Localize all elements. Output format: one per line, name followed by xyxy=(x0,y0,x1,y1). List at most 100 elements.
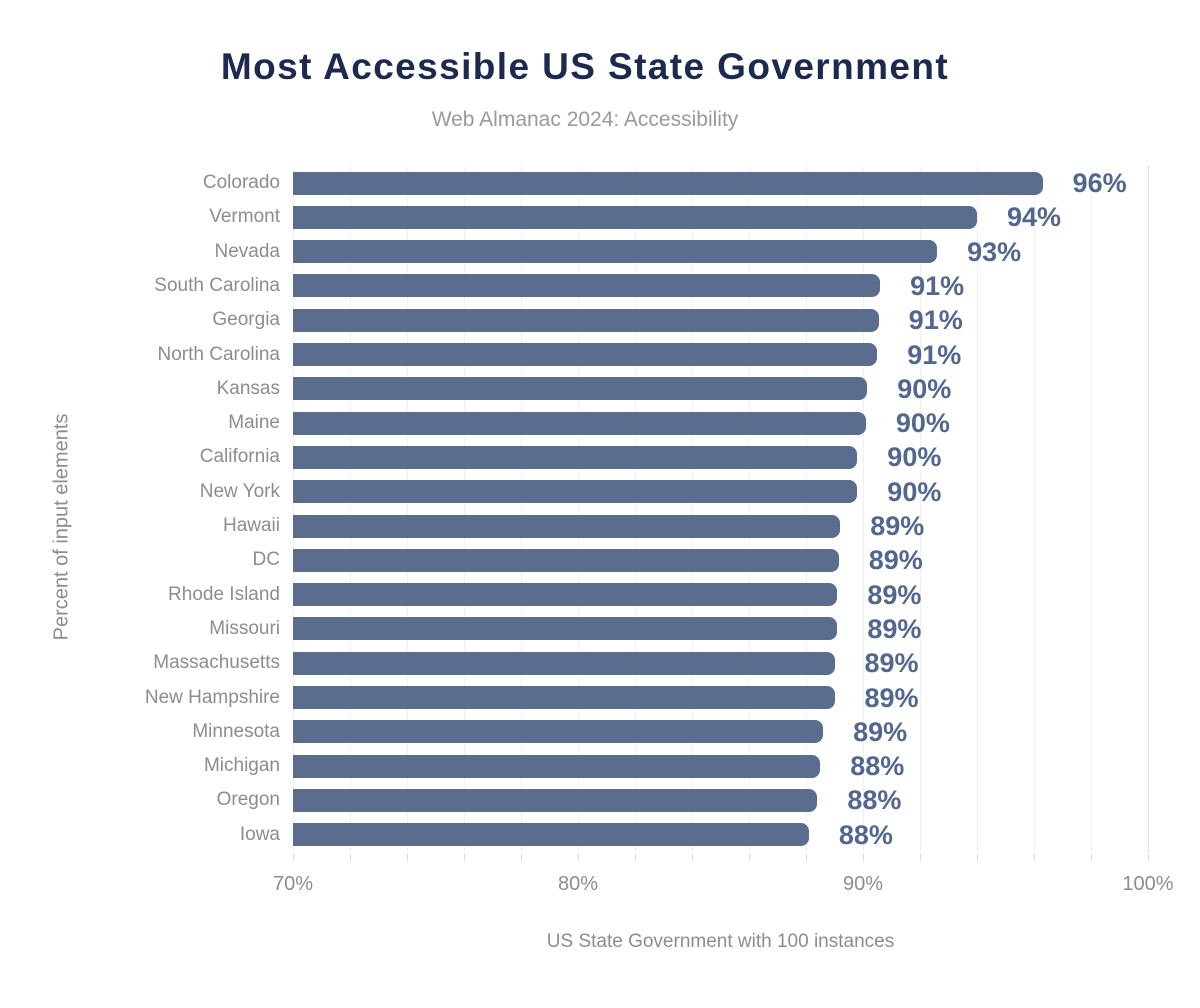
tick-mark xyxy=(692,854,693,861)
x-tick-label: 90% xyxy=(842,873,883,895)
value-label: 89% xyxy=(853,716,908,747)
bar xyxy=(293,720,824,744)
bar-row: Hawaii 89% xyxy=(223,509,1148,543)
gridline xyxy=(577,166,579,852)
bar xyxy=(293,480,858,504)
category-label: Rhode Island xyxy=(168,583,280,605)
value-label: 91% xyxy=(907,339,962,370)
bar-row: Colorado 96% xyxy=(203,166,1148,200)
chart-title: Most Accessible US State Government xyxy=(220,46,950,87)
gridline xyxy=(635,166,636,852)
gridline xyxy=(1091,166,1092,852)
bar-row: Michigan 88% xyxy=(204,749,1148,783)
value-label: 91% xyxy=(910,270,965,301)
bar xyxy=(293,548,839,572)
gridline xyxy=(977,166,978,852)
value-label: 91% xyxy=(908,305,963,336)
bar-row: Vermont 94% xyxy=(209,200,1148,234)
category-label: New York xyxy=(199,480,280,502)
tick-mark xyxy=(1091,854,1092,861)
category-label: South Carolina xyxy=(154,274,280,296)
bar xyxy=(293,171,1043,195)
category-label: Colorado xyxy=(202,172,280,193)
tick-mark xyxy=(293,854,294,861)
gridline xyxy=(464,166,465,852)
category-label: Maine xyxy=(228,412,280,434)
category-label: Nevada xyxy=(214,240,281,262)
bar-row: Oregon 88% xyxy=(217,783,1148,817)
gridline xyxy=(293,166,294,852)
bar-row: Georgia 91% xyxy=(212,303,1148,337)
gridline xyxy=(806,166,807,852)
value-label: 90% xyxy=(897,373,952,404)
bar xyxy=(293,308,879,332)
tick-mark xyxy=(977,854,978,861)
bar-row: South Carolina 91% xyxy=(154,269,1148,303)
category-label: Oregon xyxy=(216,789,280,811)
bar-row: New York 90% xyxy=(200,475,1148,509)
bar xyxy=(293,651,835,675)
bar-row: North Carolina 91% xyxy=(158,338,1148,372)
bar-row: Minnesota 89% xyxy=(192,715,1148,749)
value-label: 96% xyxy=(1072,168,1127,198)
bar xyxy=(293,686,835,709)
value-label: 94% xyxy=(1007,202,1062,233)
x-tick-label: 100% xyxy=(1122,873,1174,895)
gridline xyxy=(350,166,351,852)
bar xyxy=(293,343,878,366)
bar xyxy=(293,240,938,264)
tick-mark xyxy=(920,854,921,861)
value-label: 89% xyxy=(867,579,922,610)
bar-row: Rhode Island 89% xyxy=(168,578,1148,612)
bar-row: New Hampshire 89% xyxy=(145,681,1148,715)
category-label: Massachusetts xyxy=(153,652,280,674)
value-label: 89% xyxy=(868,545,923,576)
value-label: 90% xyxy=(887,442,942,473)
x-tick-label: 80% xyxy=(557,873,598,895)
category-label: Michigan xyxy=(203,755,280,777)
bar-row: Nevada 93% xyxy=(215,235,1148,269)
tick-mark xyxy=(350,854,351,861)
value-label: 89% xyxy=(870,511,925,541)
value-label: 93% xyxy=(967,236,1022,267)
value-label: 89% xyxy=(864,682,919,713)
category-label: Iowa xyxy=(239,823,280,845)
category-label: California xyxy=(199,446,280,468)
bar xyxy=(293,823,809,847)
gridline xyxy=(862,166,864,852)
gridline xyxy=(920,166,921,852)
tick-mark xyxy=(407,854,408,861)
value-label: 88% xyxy=(850,751,905,782)
value-label: 88% xyxy=(838,819,893,850)
tick-mark xyxy=(635,854,636,861)
y-axis-title: Percent of input elements xyxy=(50,413,73,641)
bar xyxy=(293,788,818,812)
bar xyxy=(293,377,868,401)
value-label: 89% xyxy=(864,648,919,679)
category-label: Vermont xyxy=(209,206,280,228)
tick-mark xyxy=(521,854,522,861)
gridline xyxy=(407,166,408,852)
bar-row: Massachusetts 89% xyxy=(153,646,1148,680)
tick-mark xyxy=(862,854,864,861)
tick-mark xyxy=(749,854,750,861)
bar-row: California 90% xyxy=(200,440,1148,474)
category-label: Georgia xyxy=(212,309,280,331)
tick-mark xyxy=(1148,854,1149,861)
gridline xyxy=(749,166,750,852)
category-label: New Hampshire xyxy=(144,686,280,708)
bar xyxy=(293,514,841,538)
bar xyxy=(293,445,858,469)
bar-row: Iowa 88% xyxy=(240,818,1148,852)
bar xyxy=(293,617,838,641)
tick-mark xyxy=(806,854,807,861)
category-label: Kansas xyxy=(216,377,280,399)
bar xyxy=(293,583,838,607)
bar-row: DC 89% xyxy=(253,543,1148,577)
value-label: 90% xyxy=(887,476,942,507)
x-axis-title: US State Government with 100 instances xyxy=(546,931,895,952)
gridline xyxy=(1148,166,1149,852)
category-label: Hawaii xyxy=(222,515,280,536)
bar xyxy=(293,754,821,778)
